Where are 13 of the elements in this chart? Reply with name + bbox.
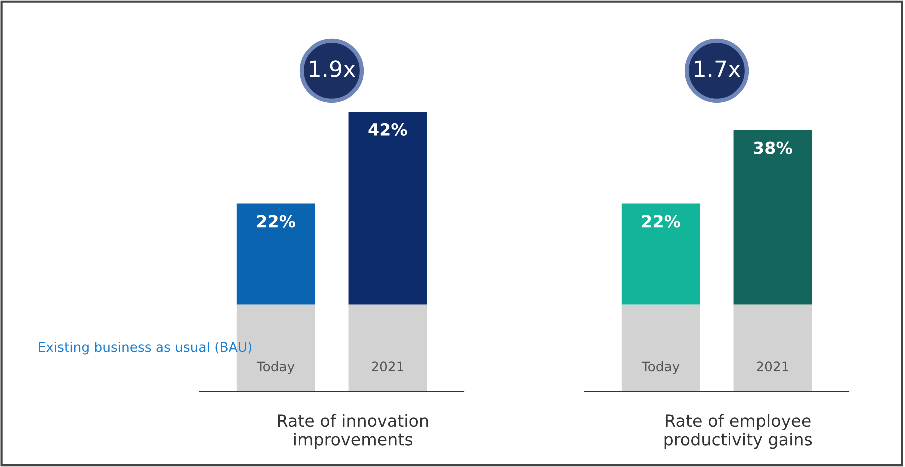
text: 1.7x: [695, 60, 741, 78]
x-tick-label: Today: [642, 361, 680, 374]
data-label: 22%: [257, 215, 296, 228]
text: 1.9x: [310, 60, 356, 78]
data-label: 42%: [368, 123, 408, 136]
x-axis-title: Rate of innovation improvements: [278, 414, 428, 450]
series-label: Existing business as usual (BAU): [39, 342, 252, 355]
data-label: 38%: [754, 142, 792, 154]
x-axis-title: Rate of employee productivity gains: [664, 414, 812, 450]
data-label: 22%: [642, 215, 680, 228]
x-tick-label: 2021: [372, 362, 404, 372]
x-tick-label: 2021: [757, 362, 789, 372]
x-tick-label: Today: [256, 361, 295, 374]
